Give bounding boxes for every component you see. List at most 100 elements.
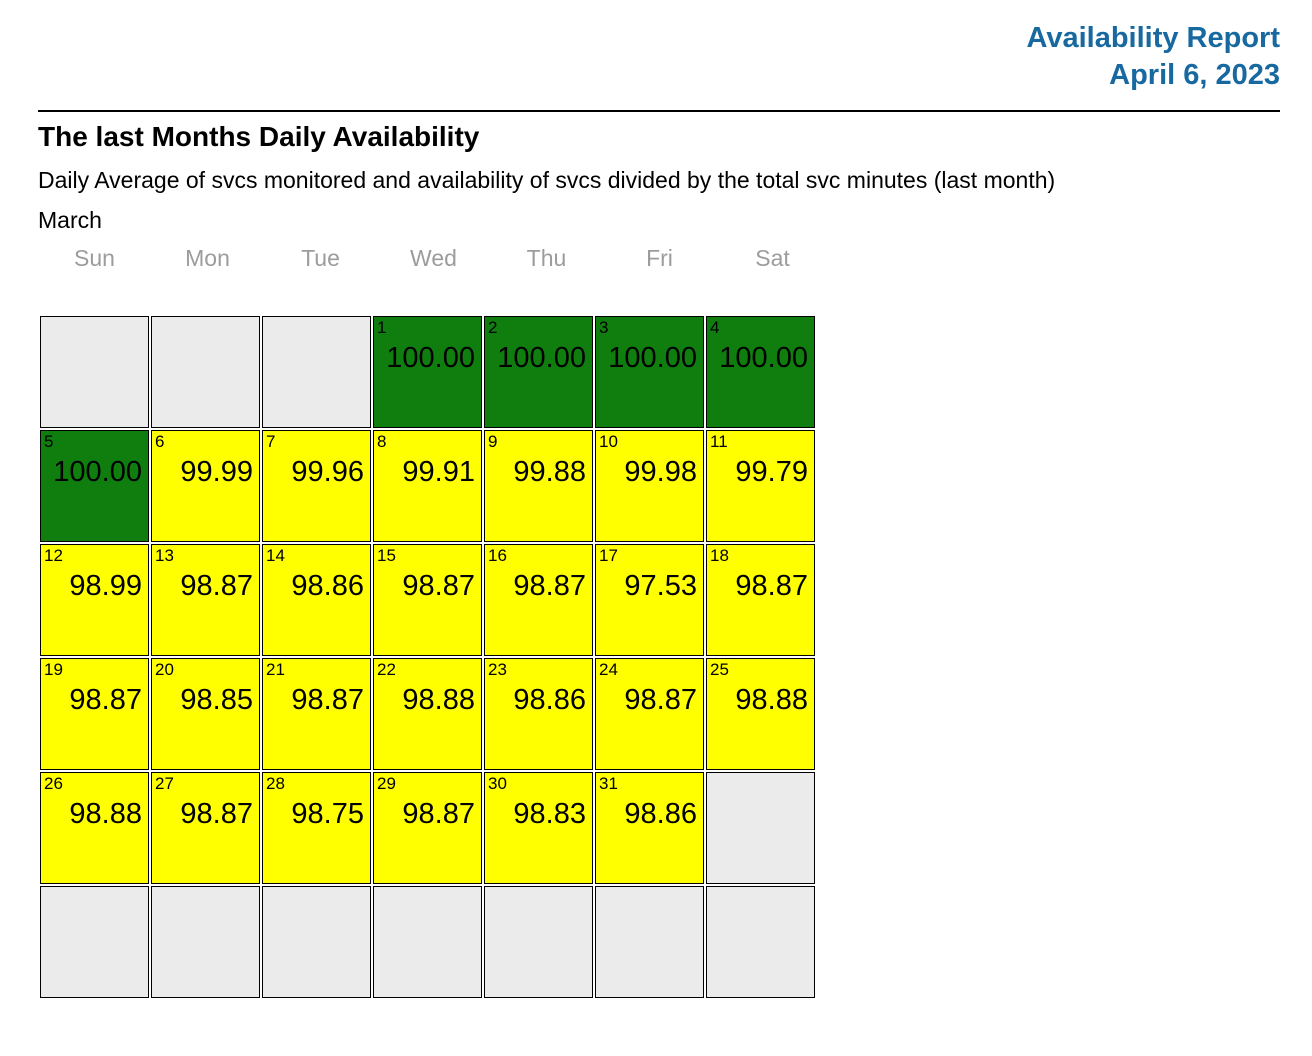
- calendar-day-cell: 29 98.87: [373, 772, 482, 884]
- calendar-day-cell: 24 98.87: [595, 658, 704, 770]
- calendar-empty-cell: [484, 886, 593, 998]
- calendar-day-cell: 20 98.85: [151, 658, 260, 770]
- day-number: 21: [266, 660, 285, 679]
- availability-value: 98.88: [69, 798, 142, 830]
- availability-value: 98.87: [402, 798, 475, 830]
- calendar-day-cell: 4 100.00: [706, 316, 815, 428]
- day-number: 20: [155, 660, 174, 679]
- availability-value: 98.87: [402, 570, 475, 602]
- availability-value: 98.88: [735, 684, 808, 716]
- availability-value: 98.99: [69, 570, 142, 602]
- calendar-empty-cell: [262, 316, 371, 428]
- availability-value: 98.87: [180, 798, 253, 830]
- calendar-day-cell: 21 98.87: [262, 658, 371, 770]
- weekday-label: Sat: [755, 245, 790, 271]
- calendar-day-cell: 5 100.00: [40, 430, 149, 542]
- day-number: 4: [710, 318, 720, 337]
- calendar-week-row: 19 98.87 20 98.85 21 98.87 22 98.88 23 98.86 24 98.…: [40, 658, 815, 770]
- calendar-day-cell: 22 98.88: [373, 658, 482, 770]
- report-page: Availability Report April 6, 2023 The la…: [38, 20, 1280, 998]
- availability-value: 99.79: [735, 456, 808, 488]
- availability-value: 98.87: [69, 684, 142, 716]
- availability-value: 98.87: [624, 684, 697, 716]
- calendar-empty-cell: [373, 886, 482, 998]
- day-number: 2: [488, 318, 498, 337]
- day-number: 7: [266, 432, 276, 451]
- availability-value: 99.96: [291, 456, 364, 488]
- calendar-day-cell: 13 98.87: [151, 544, 260, 656]
- calendar-day-cell: 31 98.86: [595, 772, 704, 884]
- availability-value: 99.98: [624, 456, 697, 488]
- calendar-empty-cell: [151, 316, 260, 428]
- availability-value: 98.86: [513, 684, 586, 716]
- availability-value: 97.53: [624, 570, 697, 602]
- calendar-day-cell: 8 99.91: [373, 430, 482, 542]
- day-number: 30: [488, 774, 507, 793]
- day-number: 8: [377, 432, 387, 451]
- availability-value: 98.88: [402, 684, 475, 716]
- day-number: 27: [155, 774, 174, 793]
- availability-value: 98.75: [291, 798, 364, 830]
- calendar-week-row: 1 100.00 2 100.00 3 100.00 4 100.00: [40, 316, 815, 428]
- day-number: 18: [710, 546, 729, 565]
- availability-value: 98.87: [735, 570, 808, 602]
- availability-value: 98.87: [180, 570, 253, 602]
- availability-value: 98.85: [180, 684, 253, 716]
- day-number: 3: [599, 318, 609, 337]
- report-header: Availability Report April 6, 2023: [38, 20, 1280, 94]
- day-number: 25: [710, 660, 729, 679]
- availability-value: 98.87: [513, 570, 586, 602]
- calendar-day-cell: 2 100.00: [484, 316, 593, 428]
- availability-value: 99.88: [513, 456, 586, 488]
- day-number: 10: [599, 432, 618, 451]
- day-number: 31: [599, 774, 618, 793]
- day-number: 11: [710, 432, 728, 451]
- availability-value: 98.87: [291, 684, 364, 716]
- calendar-day-cell: 23 98.86: [484, 658, 593, 770]
- availability-value: 98.86: [624, 798, 697, 830]
- calendar-day-cell: 12 98.99: [40, 544, 149, 656]
- calendar-day-cell: 10 99.98: [595, 430, 704, 542]
- availability-value: 99.91: [402, 456, 475, 488]
- weekday-label: Thu: [526, 245, 567, 271]
- day-number: 13: [155, 546, 174, 565]
- day-number: 15: [377, 546, 396, 565]
- day-number: 6: [155, 432, 165, 451]
- month-label: March: [38, 207, 102, 233]
- calendar-day-cell: 16 98.87: [484, 544, 593, 656]
- availability-value: 100.00: [719, 342, 808, 374]
- calendar-day-cell: 7 99.96: [262, 430, 371, 542]
- calendar-day-cell: 11 99.79: [706, 430, 815, 542]
- availability-value: 98.83: [513, 798, 586, 830]
- day-number: 28: [266, 774, 285, 793]
- calendar-week-row: [40, 886, 815, 998]
- day-number: 29: [377, 774, 396, 793]
- report-date: April 6, 2023: [1109, 59, 1280, 91]
- calendar-day-cell: 9 99.88: [484, 430, 593, 542]
- calendar-day-cell: 14 98.86: [262, 544, 371, 656]
- calendar-day-cell: 18 98.87: [706, 544, 815, 656]
- calendar-day-cell: 25 98.88: [706, 658, 815, 770]
- day-number: 5: [44, 432, 54, 451]
- weekday-header: Sun Mon Tue Wed Thu Fri Sat: [38, 244, 1280, 272]
- day-number: 23: [488, 660, 507, 679]
- day-number: 14: [266, 546, 285, 565]
- calendar-day-cell: 15 98.87: [373, 544, 482, 656]
- availability-value: 100.00: [386, 342, 475, 374]
- availability-value: 100.00: [497, 342, 586, 374]
- calendar-day-cell: 17 97.53: [595, 544, 704, 656]
- day-number: 22: [377, 660, 396, 679]
- weekday-label: Fri: [646, 245, 673, 271]
- weekday-label: Sun: [74, 245, 115, 271]
- report-title: Availability Report: [1026, 22, 1280, 54]
- calendar-day-cell: 26 98.88: [40, 772, 149, 884]
- calendar-empty-cell: [706, 886, 815, 998]
- calendar-empty-cell: [595, 886, 704, 998]
- divider: [38, 110, 1280, 112]
- calendar-day-cell: 28 98.75: [262, 772, 371, 884]
- day-number: 16: [488, 546, 507, 565]
- section-subtitle: Daily Average of svcs monitored and avai…: [38, 167, 1056, 193]
- calendar-day-cell: 6 99.99: [151, 430, 260, 542]
- calendar-empty-cell: [262, 886, 371, 998]
- day-number: 19: [44, 660, 63, 679]
